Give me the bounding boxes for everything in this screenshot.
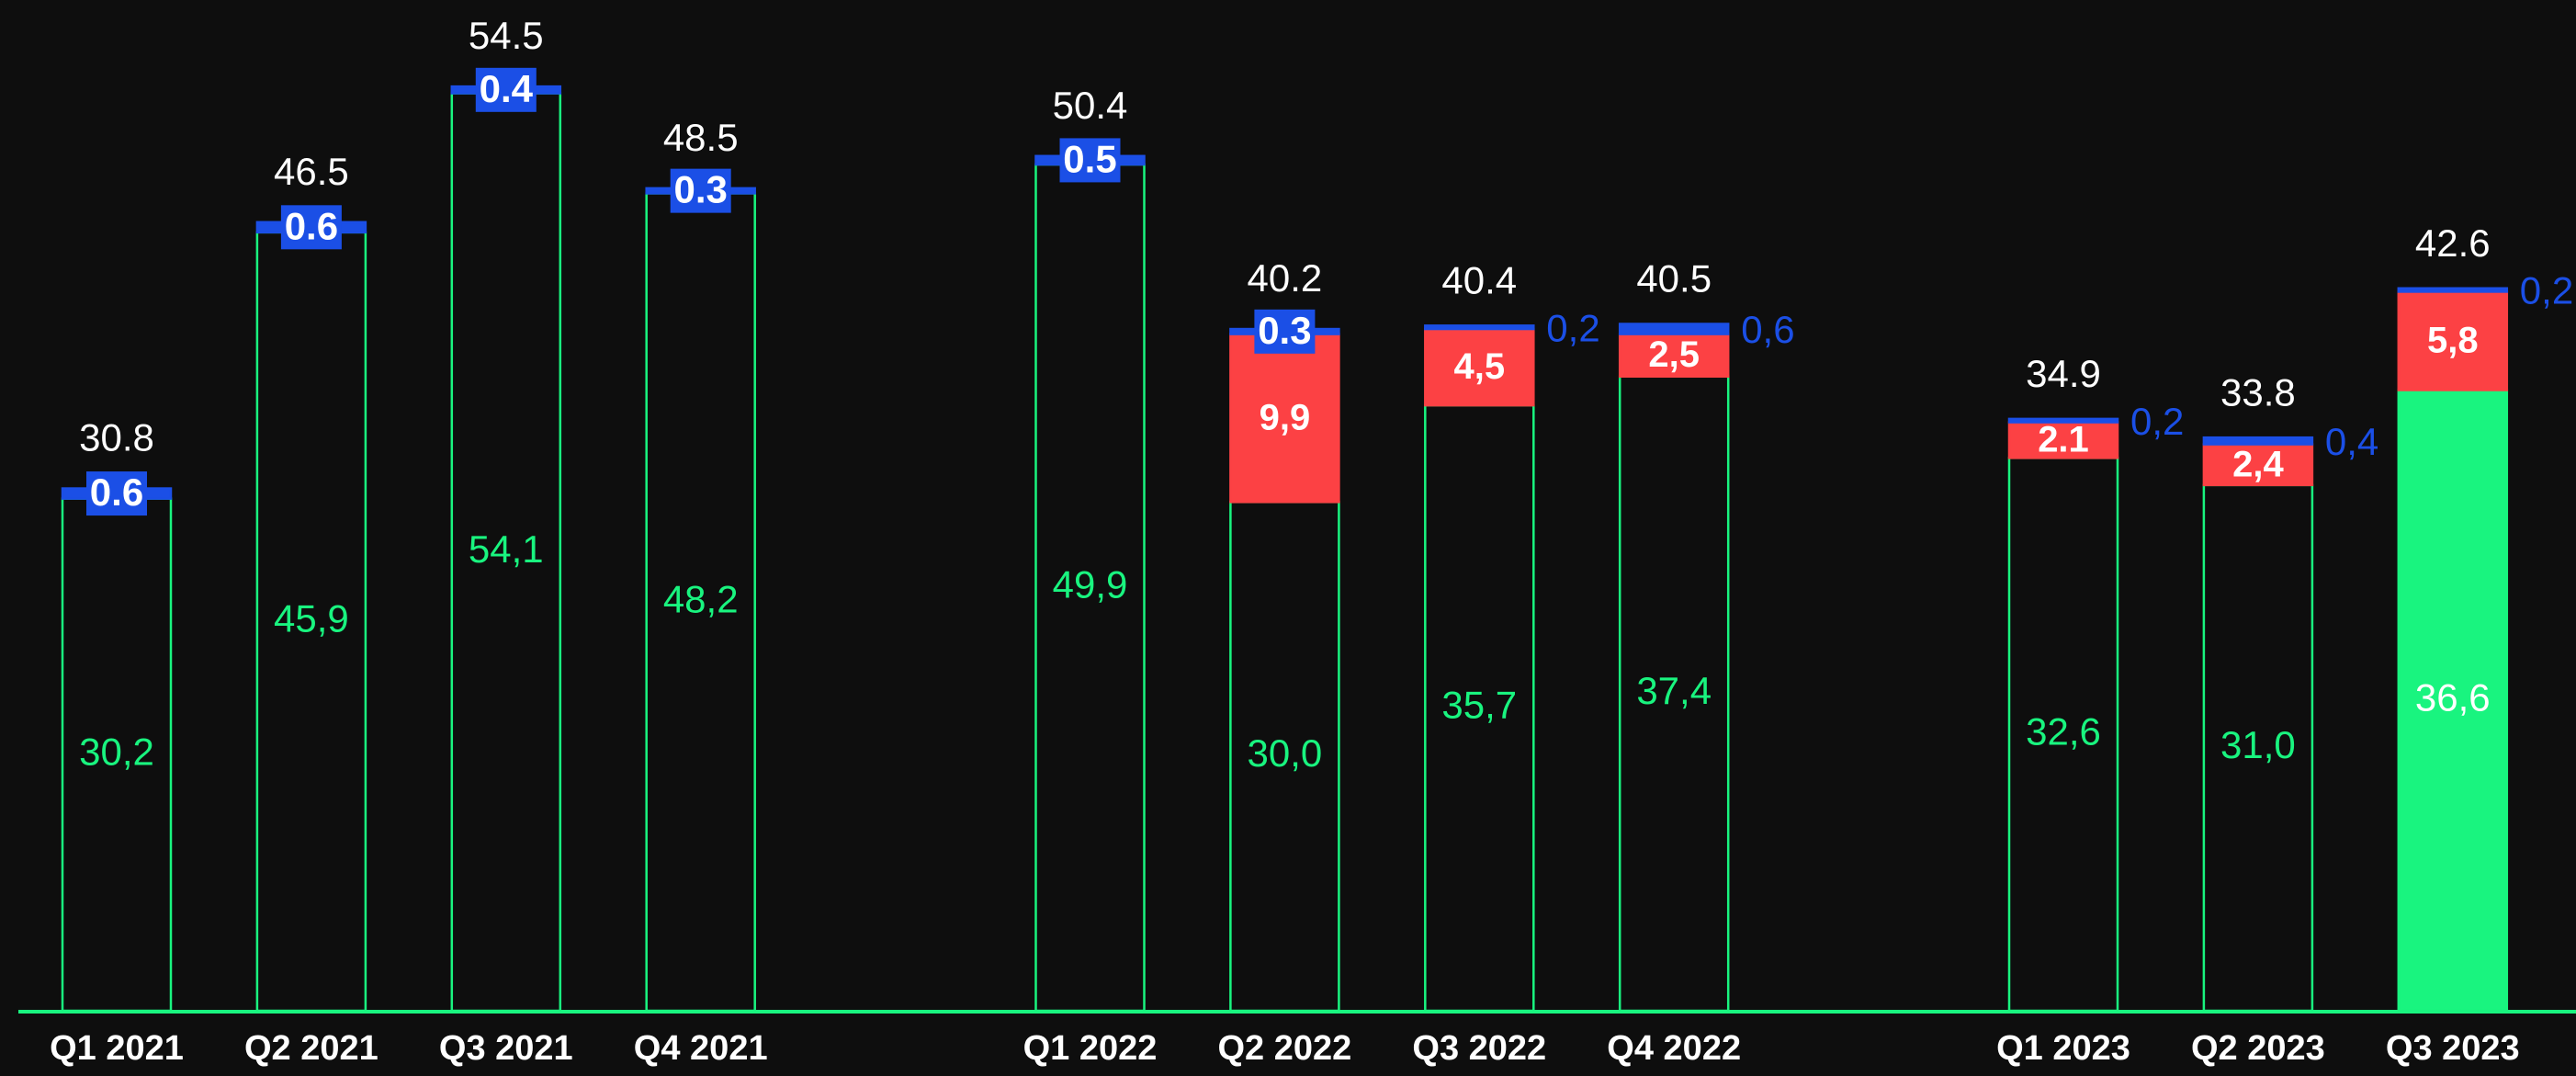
segment-label: 35,7 bbox=[1441, 684, 1517, 727]
bar-segment bbox=[2397, 389, 2509, 1013]
x-tick-label: Q1 2021 bbox=[50, 1029, 184, 1068]
label-box bbox=[280, 205, 342, 250]
bar-segment bbox=[2007, 417, 2119, 424]
segment-label: 5,8 bbox=[2427, 321, 2479, 361]
bar-segment bbox=[2202, 436, 2314, 446]
segment-label: 0,2 bbox=[1546, 306, 1599, 349]
segment-label: 36,6 bbox=[2415, 675, 2491, 719]
label-box bbox=[1059, 138, 1121, 183]
x-tick-label: Q3 2022 bbox=[1412, 1029, 1546, 1068]
total-label: 54.5 bbox=[469, 14, 544, 57]
segment-label: 31,0 bbox=[2220, 723, 2296, 766]
x-tick-label: Q4 2022 bbox=[1607, 1029, 1741, 1068]
segment-label: 0.4 bbox=[480, 67, 534, 110]
x-tick-label: Q2 2021 bbox=[244, 1029, 378, 1068]
label-box bbox=[670, 168, 731, 213]
segment-label: 0.5 bbox=[1063, 138, 1116, 181]
segment-label: 2,4 bbox=[2232, 444, 2284, 484]
total-label: 42.6 bbox=[2415, 221, 2491, 265]
total-label: 46.5 bbox=[274, 150, 349, 193]
total-label: 33.8 bbox=[2220, 370, 2296, 413]
segment-label: 30,2 bbox=[79, 730, 154, 773]
bar-segment bbox=[1424, 324, 1535, 331]
segment-label: 37,4 bbox=[1636, 669, 1712, 712]
bar-segment bbox=[2397, 290, 2509, 391]
segment-label: 0,2 bbox=[2130, 400, 2184, 443]
x-tick-label: Q3 2023 bbox=[2386, 1029, 2520, 1068]
label-box bbox=[475, 67, 537, 112]
segment-label: 0,6 bbox=[1741, 308, 1794, 351]
bar-segment bbox=[1618, 333, 1730, 378]
x-tick-label: Q1 2023 bbox=[1996, 1029, 2130, 1068]
total-label: 34.9 bbox=[2026, 352, 2101, 395]
x-tick-label: Q2 2022 bbox=[1218, 1029, 1352, 1068]
segment-label: 48,2 bbox=[663, 577, 739, 620]
segment-label: 0.3 bbox=[674, 168, 728, 211]
total-label: 30.8 bbox=[79, 416, 154, 459]
segment-label: 54,1 bbox=[469, 527, 544, 571]
bar-segment bbox=[1618, 323, 1730, 335]
total-label: 40.5 bbox=[1636, 257, 1712, 300]
segment-label: 49,9 bbox=[1053, 563, 1128, 606]
bar-segment bbox=[2202, 443, 2314, 487]
total-label: 40.4 bbox=[1441, 258, 1517, 301]
x-tick-label: Q1 2022 bbox=[1023, 1029, 1158, 1068]
x-tick-label: Q4 2021 bbox=[634, 1029, 768, 1068]
segment-label: 0.6 bbox=[285, 204, 338, 247]
total-label: 50.4 bbox=[1053, 84, 1128, 127]
total-label: 40.2 bbox=[1248, 256, 1323, 300]
x-tick-label: Q2 2023 bbox=[2191, 1029, 2325, 1068]
segment-label: 0,2 bbox=[2520, 269, 2573, 312]
segment-label: 4,5 bbox=[1453, 346, 1505, 387]
segment-label: 0,4 bbox=[2325, 420, 2378, 463]
label-box bbox=[1254, 309, 1316, 354]
segment-label: 30,0 bbox=[1248, 731, 1323, 775]
segment-label: 9,9 bbox=[1260, 398, 1311, 438]
segment-label: 2.1 bbox=[2038, 420, 2089, 460]
label-box bbox=[86, 471, 147, 516]
total-label: 48.5 bbox=[663, 116, 739, 159]
segment-label: 2,5 bbox=[1648, 334, 1700, 375]
bar-segment bbox=[1424, 327, 1535, 407]
x-tick-label: Q3 2021 bbox=[439, 1029, 573, 1068]
bar-segment bbox=[2397, 287, 2509, 293]
segment-label: 0.6 bbox=[90, 470, 143, 514]
segment-label: 0.3 bbox=[1258, 309, 1311, 352]
segment-label: 45,9 bbox=[274, 597, 349, 640]
segment-label: 32,6 bbox=[2026, 709, 2101, 753]
